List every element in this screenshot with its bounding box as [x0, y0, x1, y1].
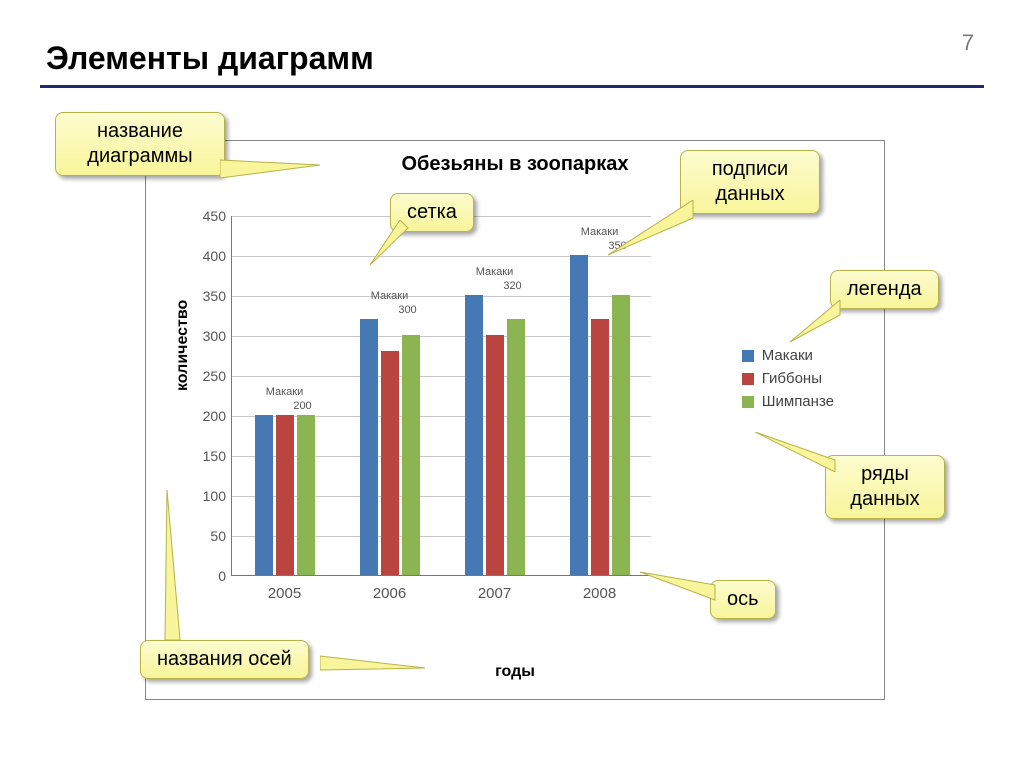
legend-swatch [742, 373, 754, 385]
y-tick: 450 [203, 208, 226, 224]
bar [612, 295, 630, 575]
bar [381, 351, 399, 575]
data-label-value: 300 [398, 304, 416, 316]
data-label-value: 200 [293, 400, 311, 412]
callout-tail [370, 220, 410, 270]
y-tick: 100 [203, 488, 226, 504]
callout-series: рядыданных [825, 455, 945, 519]
data-label-series: Макаки [476, 266, 514, 278]
page-number: 7 [962, 30, 974, 56]
y-tick: 0 [218, 568, 226, 584]
legend-item: Гиббоны [742, 370, 834, 387]
legend: МакакиГиббоныШимпанзе [742, 341, 834, 416]
callout-tail [640, 570, 720, 610]
grid-line [232, 456, 651, 457]
y-tick: 400 [203, 248, 226, 264]
data-label-series: Макаки [266, 386, 304, 398]
slide-title: Элементы диаграмм [46, 40, 984, 77]
y-tick: 50 [210, 528, 226, 544]
y-tick: 200 [203, 408, 226, 424]
grid-line [232, 256, 651, 257]
x-tick: 2008 [583, 585, 616, 602]
x-tick: 2006 [373, 585, 406, 602]
grid-line [232, 416, 651, 417]
legend-swatch [742, 350, 754, 362]
callout-axis-titles: названия осей [140, 640, 309, 679]
bar [465, 295, 483, 575]
grid-line [232, 376, 651, 377]
callout-data-labels: подписиданных [680, 150, 820, 214]
callout-tail [320, 648, 430, 683]
data-label-value: 320 [503, 280, 521, 292]
callout-tail [755, 432, 840, 472]
grid-line [232, 336, 651, 337]
plot-area: 0501001502002503003504004502005Макаки200… [231, 216, 651, 576]
callout-tail [220, 140, 330, 190]
title-underline [40, 85, 984, 88]
bar [255, 415, 273, 575]
grid-line [232, 496, 651, 497]
y-tick: 300 [203, 328, 226, 344]
bar [486, 335, 504, 575]
bar [276, 415, 294, 575]
y-axis-title: количество [174, 300, 192, 391]
y-tick: 250 [203, 368, 226, 384]
callout-tail [608, 200, 698, 260]
legend-label: Шимпанзе [762, 393, 834, 410]
bar [591, 319, 609, 575]
callout-tail [790, 300, 845, 350]
legend-item: Шимпанзе [742, 393, 834, 410]
bar [402, 335, 420, 575]
callout-tail [155, 490, 195, 645]
grid-line [232, 296, 651, 297]
grid-line [232, 536, 651, 537]
callout-chart-title: названиедиаграммы [55, 112, 225, 176]
bar [297, 415, 315, 575]
x-tick: 2005 [268, 585, 301, 602]
legend-label: Гиббоны [762, 370, 822, 387]
legend-swatch [742, 396, 754, 408]
bar [360, 319, 378, 575]
y-tick: 350 [203, 288, 226, 304]
bar [507, 319, 525, 575]
bar [570, 255, 588, 575]
y-tick: 150 [203, 448, 226, 464]
callout-legend: легенда [830, 270, 939, 309]
x-tick: 2007 [478, 585, 511, 602]
data-label-series: Макаки [371, 290, 409, 302]
